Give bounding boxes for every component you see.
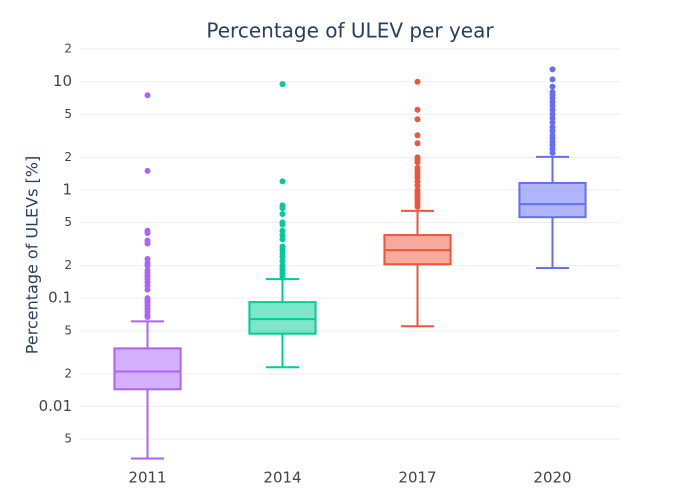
- outlier-point: [279, 273, 286, 280]
- y-tick-label: 2: [64, 366, 72, 380]
- outlier-point: [549, 115, 556, 122]
- outlier-point: [414, 140, 421, 147]
- outlier-point: [549, 83, 556, 90]
- y-tick-label: 1: [62, 180, 72, 198]
- y-tick-label: 5: [64, 323, 72, 337]
- box-group: [113, 92, 182, 460]
- y-tick-label: 0.1: [48, 289, 72, 307]
- box: [113, 347, 182, 391]
- y-axis-label: Percentage of ULEVs [%]: [23, 156, 42, 354]
- outlier-point: [279, 258, 286, 265]
- outlier-point: [414, 159, 421, 166]
- outlier-point: [279, 81, 286, 88]
- x-tick-label: 2020: [533, 469, 571, 487]
- y-tick-label: 0.01: [39, 397, 72, 415]
- outlier-point: [144, 92, 151, 99]
- y-tick-label: 5: [64, 432, 72, 446]
- outlier-point: [549, 149, 556, 156]
- y-tick-label: 5: [64, 215, 72, 229]
- outlier-point: [414, 203, 421, 210]
- outlier-point: [414, 106, 421, 113]
- outlier-point: [144, 167, 151, 174]
- y-tick-label: 2: [64, 42, 72, 56]
- outlier-point: [279, 178, 286, 185]
- outlier-point: [549, 128, 556, 135]
- outlier-point: [144, 230, 151, 237]
- outlier-point: [414, 182, 421, 189]
- outlier-point: [549, 106, 556, 113]
- outlier-point: [414, 132, 421, 139]
- outlier-point: [144, 314, 151, 321]
- outlier-point: [279, 227, 286, 234]
- x-tick-label: 2011: [128, 469, 166, 487]
- y-tick-label: 2: [64, 258, 72, 272]
- outlier-point: [414, 78, 421, 85]
- outlier-point: [144, 262, 151, 269]
- x-tick-label: 2017: [398, 469, 436, 487]
- x-tick-label: 2014: [263, 469, 301, 487]
- box-group: [383, 78, 452, 328]
- outlier-point: [549, 66, 556, 73]
- box-group: [248, 81, 317, 369]
- outlier-point: [279, 236, 286, 243]
- outlier-point: [279, 210, 286, 217]
- y-tick-label: 10: [53, 72, 72, 90]
- y-tick-label: 2: [64, 150, 72, 164]
- outlier-point: [144, 240, 151, 247]
- box: [518, 181, 587, 219]
- outlier-point: [414, 116, 421, 123]
- outlier-point: [144, 286, 151, 293]
- outlier-point: [549, 119, 556, 126]
- outlier-point: [144, 256, 151, 263]
- outlier-point: [549, 76, 556, 83]
- outlier-point: [279, 221, 286, 228]
- box: [248, 301, 317, 335]
- outlier-point: [279, 205, 286, 212]
- box-group: [518, 66, 587, 270]
- chart-title: Percentage of ULEV per year: [206, 19, 494, 43]
- y-tick-label: 5: [64, 107, 72, 121]
